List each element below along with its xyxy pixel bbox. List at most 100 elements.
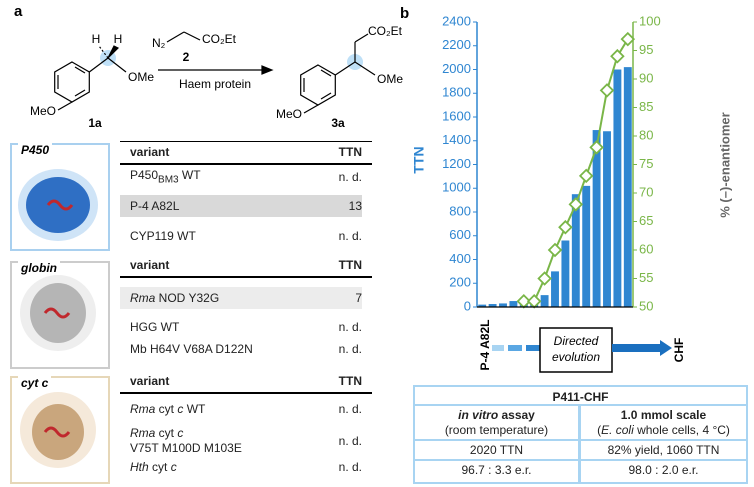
protein-label: P450 xyxy=(18,143,53,157)
ttn: 13 xyxy=(348,199,362,213)
table-row: Rma NOD Y32G 7 xyxy=(120,287,362,309)
point xyxy=(610,48,625,64)
bar xyxy=(623,67,632,307)
y2-tick-label: 80 xyxy=(639,127,653,142)
ttn: n. d. xyxy=(338,229,362,243)
y-tick-label: 1800 xyxy=(442,85,471,100)
table-row: Rma cyt c WT n. d. xyxy=(120,398,362,420)
ttn: n. d. xyxy=(338,433,362,448)
y-tick-label: 1200 xyxy=(442,156,471,171)
protein-box: cyt c xyxy=(10,376,110,484)
cell: 1.0 mmol scale xyxy=(620,408,707,422)
table-header: variant TTN xyxy=(120,141,362,163)
bar xyxy=(478,304,487,307)
y-tick-label: 1000 xyxy=(442,180,471,195)
header: variant xyxy=(130,145,170,159)
atom: H xyxy=(92,32,101,46)
text: cyt xyxy=(148,460,171,474)
point xyxy=(589,140,604,155)
point xyxy=(558,219,573,235)
ttn: n. d. xyxy=(338,170,362,184)
atom: H xyxy=(114,32,123,46)
header: variant xyxy=(130,374,170,388)
bar xyxy=(540,295,549,307)
y-tick-label: 800 xyxy=(449,203,471,218)
table-row: HGG WT n. d. xyxy=(120,316,362,338)
y-tick-label: 1400 xyxy=(442,132,471,147)
bar xyxy=(561,240,570,307)
y-tick-label: 2200 xyxy=(442,37,471,52)
bar xyxy=(582,185,591,307)
text: E. coli xyxy=(601,423,634,437)
variant: Rma cyt c V75T M100D M103E xyxy=(130,426,242,456)
table-row: Mb H64V V68A D122N n. d. xyxy=(120,338,362,360)
table-header: variant TTN xyxy=(120,370,362,392)
bar xyxy=(499,303,507,307)
cell: (E. coli whole cells, 4 °C) xyxy=(581,423,746,437)
panel-label: b xyxy=(400,5,409,22)
y-tick-label: 200 xyxy=(449,275,471,290)
rule xyxy=(120,392,372,394)
evolution-arrow xyxy=(492,327,672,373)
cell: 2020 TTN xyxy=(469,443,524,457)
text: cyt xyxy=(155,426,178,440)
protein-box: P450 xyxy=(10,143,110,251)
variant: CYP119 WT xyxy=(130,229,196,243)
chart: 0 200 400 600 800 1000 1200 1400 1600 1800 2000 220… xyxy=(411,13,733,313)
y2-tick-label: 100 xyxy=(639,13,661,28)
variant: Rma NOD Y32G xyxy=(130,291,219,305)
table-row: CYP119 WT n. d. xyxy=(120,225,362,247)
variant: Hth cyt c xyxy=(130,460,177,474)
point xyxy=(526,294,542,309)
variant: HGG WT xyxy=(130,320,180,334)
cell: 82% yield, 1060 TTN xyxy=(607,443,720,457)
summary-title: P411-CHF xyxy=(552,390,609,404)
evolution-label: Directed evolution xyxy=(551,334,601,364)
text: c xyxy=(177,426,184,440)
cell: 96.7 : 3.3 e.r. xyxy=(461,463,532,477)
y-tick-label: 2000 xyxy=(442,61,471,76)
table-header: variant TTN xyxy=(120,254,362,276)
end-label: CHF xyxy=(672,338,686,363)
text: cyt xyxy=(155,402,178,416)
point xyxy=(599,83,615,98)
structures xyxy=(54,31,376,114)
y-tick-label: 600 xyxy=(449,227,471,242)
divider xyxy=(415,459,746,461)
y2-tick-label: 65 xyxy=(639,213,653,228)
bar xyxy=(551,271,559,307)
y2-tick-label: 60 xyxy=(639,241,653,256)
protein-label: globin xyxy=(18,261,60,275)
bar xyxy=(603,131,611,307)
header: variant xyxy=(130,258,170,272)
point xyxy=(620,31,636,47)
ttn: n. d. xyxy=(338,342,362,356)
divider xyxy=(415,404,746,406)
protein-label: cyt c xyxy=(18,376,52,390)
protein-images xyxy=(18,169,98,468)
protein-box: globin xyxy=(10,261,110,369)
text: BM3 xyxy=(158,174,179,186)
text: NOD Y32G xyxy=(155,291,220,305)
header: TTN xyxy=(338,374,362,388)
text: Rma xyxy=(130,426,156,440)
text: ( xyxy=(597,423,602,437)
point xyxy=(568,197,584,212)
y2-tick-label: 75 xyxy=(639,156,653,171)
y2-tick-label: 95 xyxy=(639,42,653,57)
variant: P450BM3 WT xyxy=(130,168,201,185)
panel-label: a xyxy=(14,3,23,20)
header: TTN xyxy=(338,258,362,272)
text: c xyxy=(177,402,184,416)
start-label: P-4 A82L xyxy=(478,320,492,371)
y2-tick-label: 90 xyxy=(639,70,653,85)
bar xyxy=(613,69,622,307)
header: TTN xyxy=(338,145,362,159)
text: in vitro xyxy=(458,408,499,422)
table-row: Hth cyt c n. d. xyxy=(120,456,362,478)
table-row: Rma cyt c V75T M100D M103E n. d. xyxy=(120,424,362,458)
reagent: N₂ xyxy=(152,36,166,50)
text: Rma xyxy=(130,291,156,305)
